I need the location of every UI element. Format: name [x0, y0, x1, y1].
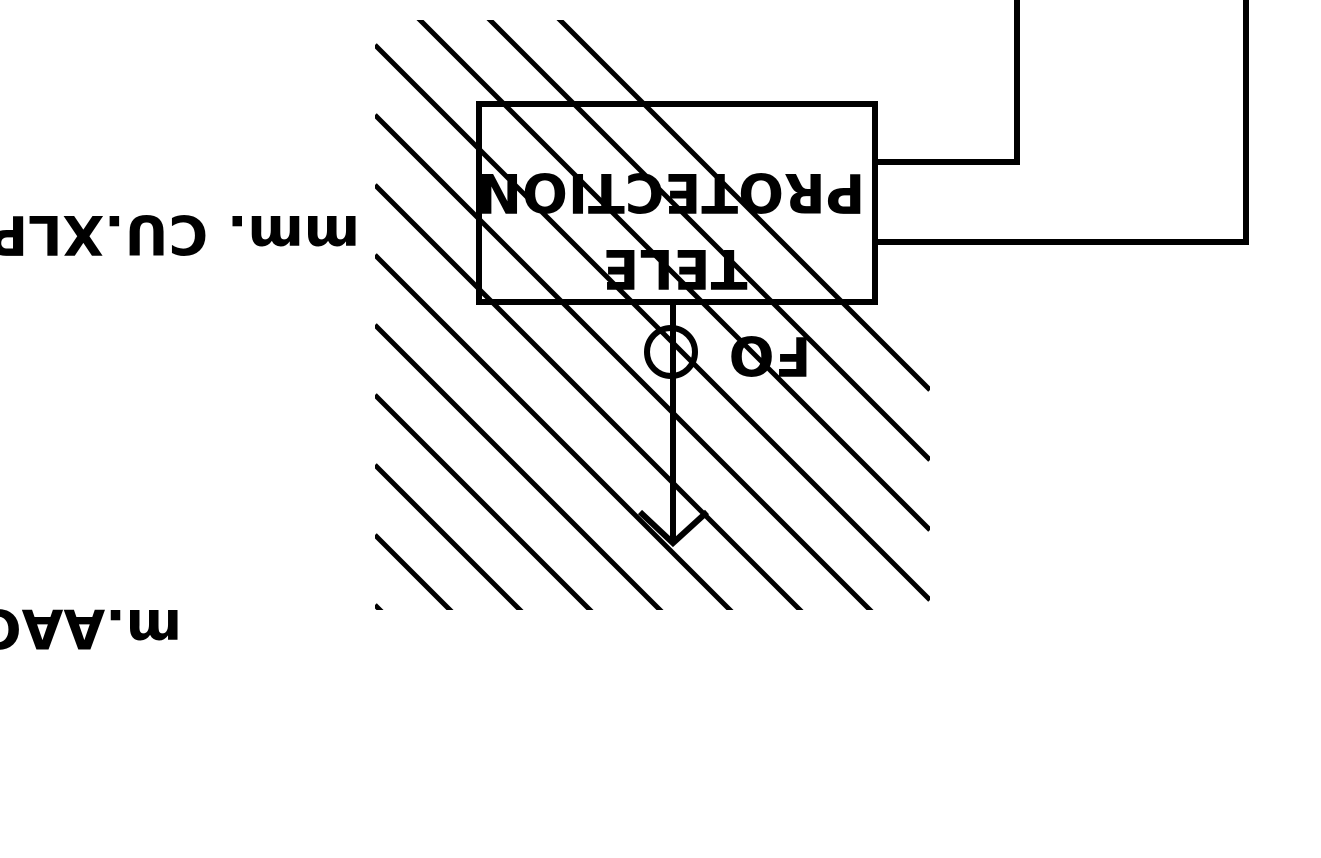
fo-label: FO	[729, 324, 812, 387]
tele-protection-box	[476, 101, 878, 305]
fo-connector-circle	[644, 325, 698, 379]
hatch-line	[375, 675, 930, 858]
hatch-line	[375, 393, 594, 610]
hatch-line	[375, 323, 664, 610]
hatch-line	[375, 603, 384, 610]
hatch-line	[375, 253, 734, 610]
box-label-line1: PROTECTION	[477, 161, 865, 224]
hatch-line	[486, 20, 930, 462]
box-label-line2: TELE	[602, 237, 747, 300]
connection-line-lower	[875, 0, 1249, 245]
hatch-line	[375, 43, 930, 602]
cable-label-aac: m.AAC	[0, 597, 182, 660]
hatch-line	[416, 20, 930, 532]
hatched-zone	[375, 20, 930, 858]
hatch-line	[556, 20, 930, 392]
hatch-line	[375, 463, 524, 610]
cable-label-xlpe: mm. CU.XLPE	[0, 203, 360, 266]
connection-line-upper	[875, 0, 1020, 165]
hatch-line	[375, 183, 804, 610]
hatch-line	[375, 113, 874, 610]
fo-arrow-head	[637, 509, 710, 548]
